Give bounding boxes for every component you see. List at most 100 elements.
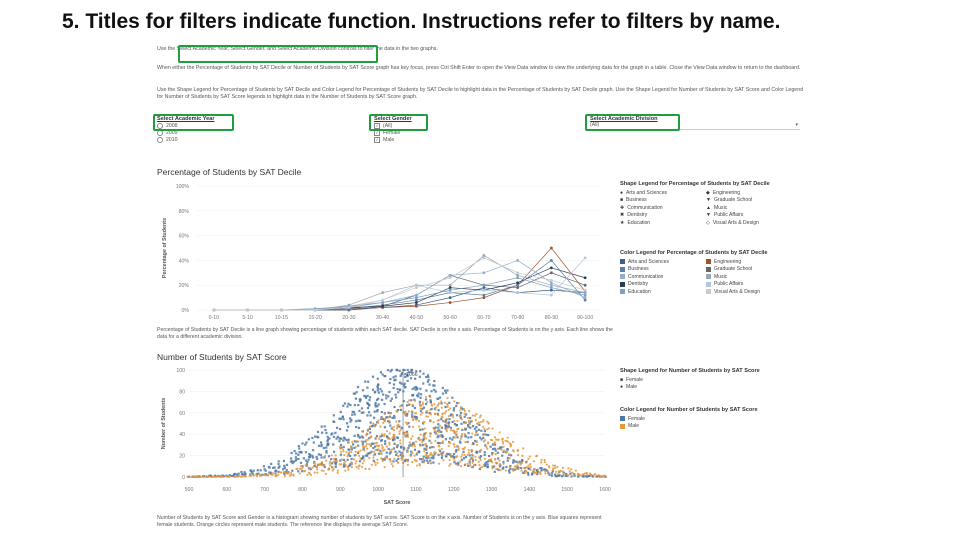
legend-item[interactable]: ◆ Engineering <box>706 189 806 197</box>
legend-item[interactable]: ✖ Dentistry <box>620 212 706 220</box>
data-point <box>368 425 371 428</box>
legend-item[interactable]: ■ Business <box>620 197 706 205</box>
data-point <box>414 440 418 443</box>
data-point <box>417 451 421 454</box>
data-point <box>249 469 252 472</box>
legend-item[interactable]: ▼ Public Affairs <box>706 212 806 220</box>
data-point <box>206 475 209 478</box>
legend-item[interactable]: ✚ Communication <box>620 204 706 212</box>
legend-item[interactable]: Music <box>706 273 806 281</box>
data-point <box>529 468 532 471</box>
data-point <box>422 406 426 409</box>
data-point <box>573 474 577 477</box>
legend-label: Education <box>628 288 651 295</box>
data-point <box>326 435 329 438</box>
data-point <box>491 427 494 430</box>
division-filter[interactable]: Select Academic Division (All) ▾ <box>590 116 800 130</box>
data-point <box>250 470 253 474</box>
data-point <box>452 436 455 439</box>
data-point <box>380 457 383 460</box>
legend-item[interactable]: Education <box>620 288 706 296</box>
data-point <box>349 454 352 458</box>
score-chart[interactable]: 0 20 40 60 80 100 500 600 700 800 900 1000 1100 1200 1… <box>157 364 612 514</box>
legend-item[interactable]: Engineering <box>706 258 806 266</box>
legend-item[interactable]: Dentistry <box>620 281 706 289</box>
decile-chart[interactable]: 0% 20% 40% 60% 80% 100% 0-10 5-10 10-15 15-20 20-3… <box>157 178 612 328</box>
legend-item[interactable]: ◇ Visual Arts & Design <box>706 219 806 227</box>
data-point <box>527 473 530 476</box>
data-point <box>422 461 426 464</box>
data-point <box>361 462 364 465</box>
data-point <box>433 388 436 391</box>
data-point <box>388 421 391 424</box>
data-point <box>476 422 479 425</box>
data-point <box>421 412 424 415</box>
color-legend-score[interactable]: Color Legend for Number of Students by S… <box>620 407 810 430</box>
shape-legend-decile[interactable]: Shape Legend for Percentage of Students … <box>620 181 810 227</box>
data-point <box>358 464 361 467</box>
data-point <box>374 436 377 439</box>
data-point <box>451 455 454 458</box>
data-point <box>446 417 449 421</box>
data-point <box>392 438 395 441</box>
data-point <box>334 431 337 434</box>
data-point <box>502 445 505 448</box>
data-point <box>461 428 464 431</box>
data-point <box>392 376 395 379</box>
data-point <box>449 454 453 457</box>
legend-item[interactable]: Male <box>620 423 810 431</box>
data-point <box>447 422 450 425</box>
instruction-legends: Use the Shape Legend for Percentage of S… <box>157 87 804 101</box>
data-point <box>466 462 469 465</box>
legend-item[interactable]: Graduate School <box>706 266 806 274</box>
data-point <box>532 472 535 475</box>
data-point <box>349 417 352 420</box>
legend-item[interactable]: ■ Female <box>620 376 810 384</box>
data-point <box>420 393 423 396</box>
data-point <box>586 475 589 478</box>
data-point <box>567 474 570 477</box>
data-point <box>422 382 425 385</box>
legend-item[interactable]: Visual Arts & Design <box>706 288 806 296</box>
data-point <box>539 467 542 470</box>
legend-item[interactable]: ▲ Music <box>706 204 806 212</box>
year-filter[interactable]: Select Academic Year 2008 2009 2010 <box>157 116 215 143</box>
division-select[interactable]: (All) ▾ <box>590 122 800 130</box>
data-point <box>425 375 428 379</box>
legend-item[interactable]: Public Affairs <box>706 281 806 289</box>
data-point <box>396 387 399 391</box>
data-point <box>426 455 429 459</box>
legend-item[interactable]: ▼ Graduate School <box>706 197 806 205</box>
shape-legend-score[interactable]: Shape Legend for Number of Students by S… <box>620 368 810 391</box>
data-point <box>383 434 386 437</box>
data-point <box>320 431 324 434</box>
data-point <box>448 273 452 277</box>
data-point <box>415 418 418 421</box>
data-point <box>268 466 271 469</box>
year-option[interactable]: 2008 <box>157 122 215 129</box>
data-point <box>372 459 375 462</box>
gender-filter[interactable]: Select Gender ✓ (All) ✓ Female ✓ Male <box>374 116 412 143</box>
chevron-down-icon[interactable]: ▾ <box>795 122 798 128</box>
legend-item[interactable]: Communication <box>620 273 706 281</box>
gender-option[interactable]: ✓ (All) <box>374 122 393 129</box>
data-point <box>428 412 432 415</box>
legend-label: Dentistry <box>628 281 649 288</box>
legend-item[interactable]: Arts and Sciences <box>620 258 706 266</box>
legend-item[interactable]: ● Male <box>620 384 810 392</box>
legend-item[interactable]: ★ Education <box>620 219 706 227</box>
data-point <box>540 458 543 461</box>
y-tick-label: 20% <box>179 283 190 289</box>
legend-item[interactable]: Female <box>620 415 810 423</box>
color-legend-decile[interactable]: Color Legend for Percentage of Students … <box>620 250 810 296</box>
year-option[interactable]: 2010 <box>157 136 215 143</box>
data-point <box>338 440 341 443</box>
legend-item[interactable]: Business <box>620 266 706 274</box>
data-point <box>464 427 468 431</box>
data-point <box>413 406 417 410</box>
gender-option[interactable]: ✓ Male <box>374 136 395 143</box>
data-point <box>549 266 553 270</box>
legend-item[interactable]: ● Arts and Sciences <box>620 189 706 197</box>
legend-label: Female <box>626 376 644 383</box>
data-point <box>373 391 376 394</box>
